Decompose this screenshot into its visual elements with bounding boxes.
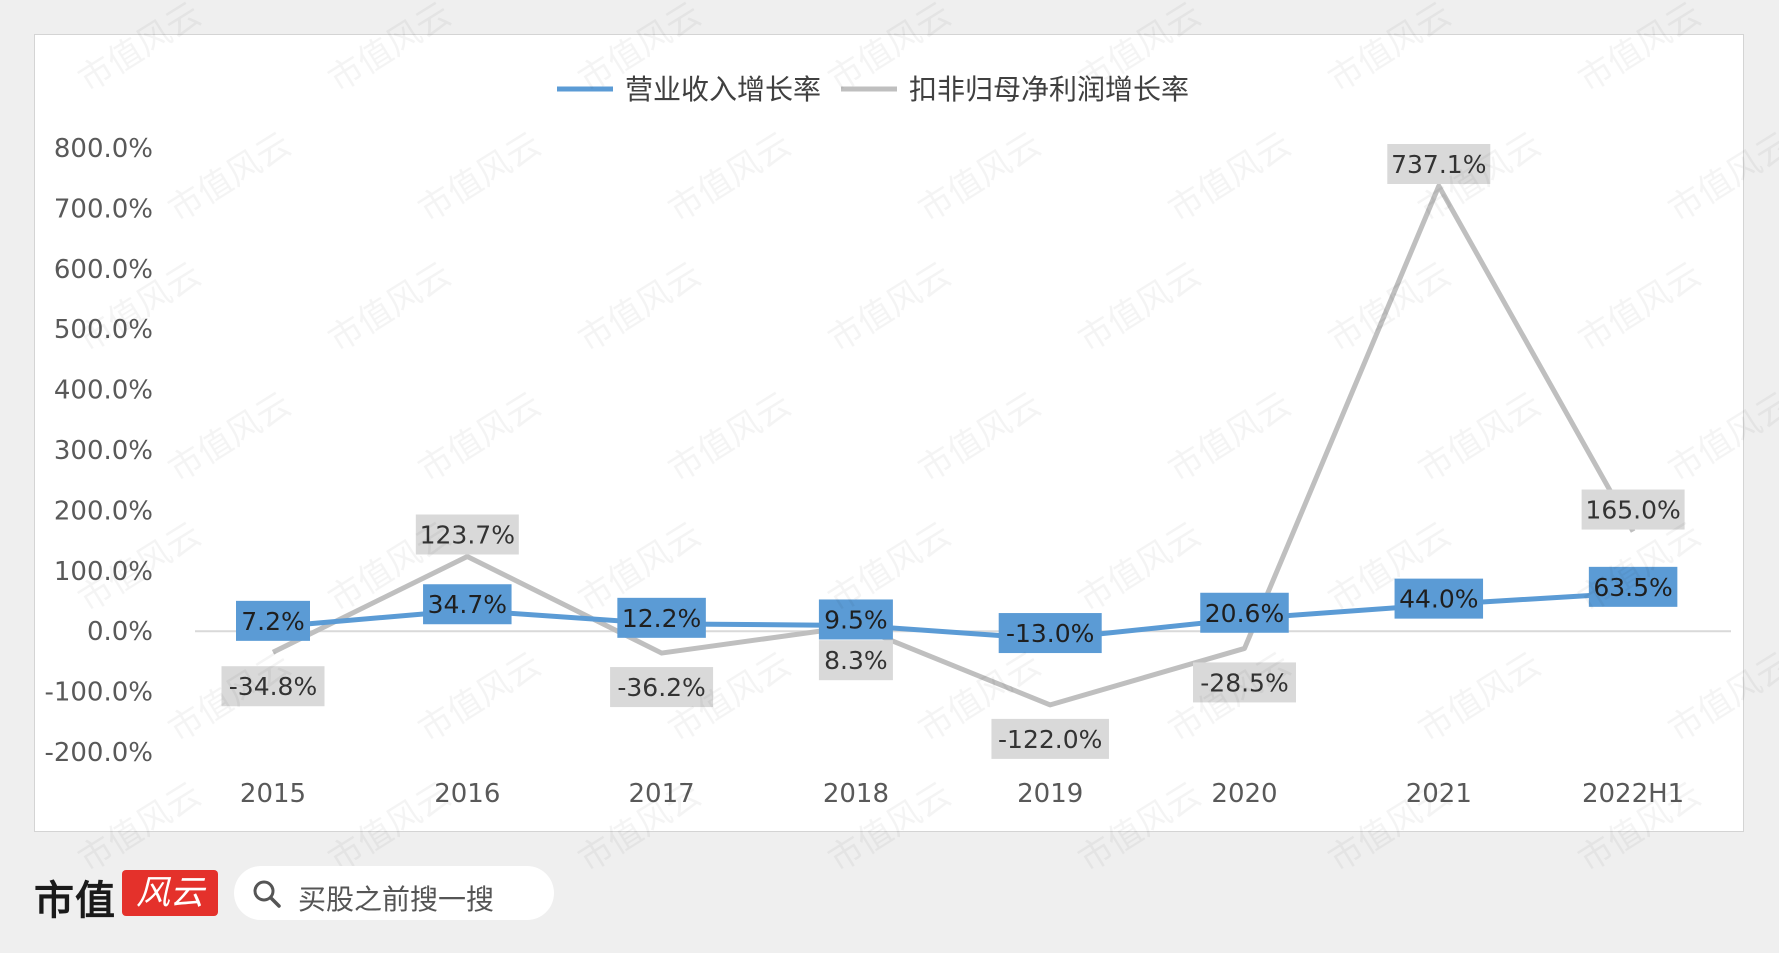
x-tick-label: 2021: [1406, 779, 1472, 809]
data-label-revenue: 12.2%: [622, 604, 701, 633]
y-tick-label: -200.0%: [44, 738, 153, 768]
brand-logo-text: 市值: [34, 877, 116, 924]
y-tick-label: 600.0%: [54, 255, 153, 285]
data-label-profit: -122.0%: [998, 725, 1102, 754]
footer: 市值 风云 买股之前搜一搜: [34, 862, 734, 932]
x-tick-label: 2015: [240, 779, 306, 809]
x-tick-label: 2020: [1211, 779, 1277, 809]
line-chart: 800.0% 700.0% 600.0% 500.0% 400.0% 300.0% 200.…: [44, 73, 1731, 809]
series-line-profit-growth: [271, 183, 1636, 708]
data-label-revenue: 63.5%: [1593, 573, 1672, 602]
data-label-revenue: 9.5%: [824, 605, 888, 634]
y-tick-label: -100.0%: [44, 678, 153, 708]
x-tick-label: 2017: [629, 779, 695, 809]
data-label-revenue-bg: [998, 613, 1102, 654]
data-label-profit-bg: [1581, 489, 1685, 530]
data-label-profit: 737.1%: [1391, 150, 1486, 179]
data-label-revenue-bg: [236, 600, 310, 641]
data-label-profit-bg: [818, 640, 893, 681]
data-label-profit-bg: [610, 667, 714, 708]
x-tick-label: 2019: [1017, 779, 1083, 809]
data-label-profit: -34.8%: [229, 672, 317, 701]
y-tick-label: 400.0%: [54, 376, 153, 406]
data-label-profit-bg: [415, 514, 519, 555]
y-tick-label: 0.0%: [87, 617, 153, 647]
data-label-revenue-bg: [1200, 592, 1289, 633]
data-label-profit: 8.3%: [824, 646, 888, 675]
data-label-revenue: 20.6%: [1205, 599, 1284, 628]
data-label-revenue-bg: [617, 597, 706, 638]
data-label-revenue-bg: [818, 599, 893, 640]
y-tick-label: 500.0%: [54, 315, 153, 345]
chart-card: 800.0% 700.0% 600.0% 500.0% 400.0% 300.0% 200.…: [34, 34, 1744, 832]
data-label-profit-bg: [1387, 143, 1491, 184]
data-label-revenue-bg: [1588, 566, 1678, 607]
x-tick-label: 2016: [434, 779, 500, 809]
y-tick-label: 800.0%: [54, 134, 153, 164]
data-label-revenue: 44.0%: [1399, 585, 1478, 614]
data-label-profit-bg: [221, 666, 325, 707]
data-label-profit: -28.5%: [1200, 668, 1288, 697]
x-tick-label: 2022H1: [1582, 779, 1684, 809]
data-label-revenue: 7.2%: [241, 607, 305, 636]
data-label-profit-bg: [991, 718, 1109, 759]
legend-label-profit: 扣非归母净利润增长率: [909, 73, 1189, 106]
y-tick-label: 300.0%: [54, 436, 153, 466]
y-tick-label: 100.0%: [54, 557, 153, 587]
data-label-profit: 165.0%: [1585, 496, 1680, 525]
data-label-profit: 123.7%: [420, 520, 515, 549]
data-label-revenue: 34.7%: [428, 590, 507, 619]
data-label-revenue: -13.0%: [1006, 619, 1094, 648]
data-label-revenue-bg: [1394, 578, 1484, 619]
legend-label-revenue: 营业收入增长率: [625, 73, 821, 106]
y-tick-label: 200.0%: [54, 496, 153, 526]
y-tick-label: 700.0%: [54, 194, 153, 224]
data-label-revenue-bg: [423, 584, 512, 625]
brand-logo-badge: 风云: [122, 870, 218, 916]
data-label-profit-bg: [1193, 662, 1296, 703]
search-box[interactable]: 买股之前搜一搜: [234, 866, 554, 920]
data-label-profit: -36.2%: [617, 673, 705, 702]
x-tick-label: 2018: [823, 779, 889, 809]
search-placeholder: 买股之前搜一搜: [298, 883, 495, 916]
search-icon: [252, 879, 282, 913]
